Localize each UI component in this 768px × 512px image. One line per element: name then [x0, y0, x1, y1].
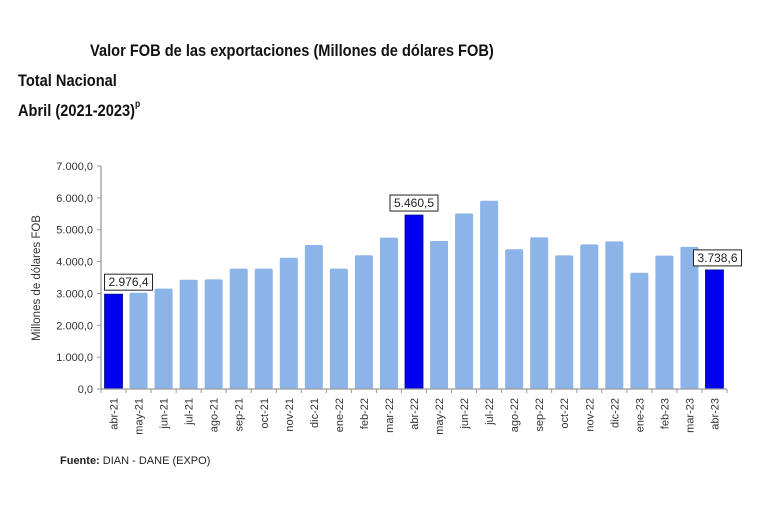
data-label-box [104, 273, 154, 291]
bar-feb-22 [354, 255, 373, 389]
data-label-abr-22: 5.460,5 [394, 196, 434, 210]
x-tick-label: sep-21 [234, 398, 246, 432]
bar-jun-21 [154, 288, 173, 389]
chart-subtitle-period: Abril (2021-2023)p [18, 99, 141, 121]
bar-oct-22 [555, 255, 574, 389]
x-tick-label: ene-23 [634, 398, 646, 432]
y-tick-label: 5.000,0 [56, 225, 93, 237]
bar-may-22 [430, 241, 449, 389]
bar-jul-21 [179, 279, 198, 389]
bar-abr-23 [705, 269, 724, 390]
bar-feb-23 [655, 255, 674, 389]
bar-ago-22 [505, 249, 524, 389]
bar-may-21 [129, 292, 148, 389]
y-tick-label: 1.000,0 [56, 352, 93, 364]
bar-sep-21 [229, 268, 248, 389]
bar-jul-22 [480, 200, 499, 389]
x-tick-label: may-21 [134, 398, 146, 435]
y-tick-label: 3.000,0 [56, 288, 93, 300]
x-tick-label: jun-22 [459, 398, 471, 430]
x-tick-label: jun-21 [159, 398, 171, 430]
bar-dic-21 [304, 245, 323, 389]
source-note: Fuente: DIAN - DANE (EXPO) [60, 455, 210, 467]
bar-dic-22 [605, 241, 624, 389]
chart-subtitle-region: Total Nacional [18, 71, 117, 90]
bar-oct-21 [254, 268, 273, 389]
bar-nov-21 [279, 257, 298, 389]
x-tick-label: abr-21 [109, 398, 121, 430]
x-tick-label: mar-22 [384, 398, 396, 433]
bar-abr-22 [404, 214, 424, 390]
data-labels: 2.976,4 5.460,5 3.738,6 [104, 194, 742, 291]
data-label-abr-23: 3.738,6 [697, 251, 737, 265]
x-tick-label: ago-22 [509, 398, 521, 432]
source-text: DIAN - DANE (EXPO) [99, 455, 211, 467]
preliminary-mark: p [135, 99, 141, 110]
x-tick-label: dic-22 [609, 398, 621, 428]
x-tick-label: oct-21 [259, 398, 271, 429]
x-tick-label: feb-23 [659, 398, 671, 429]
bar-ago-21 [204, 279, 223, 389]
x-tick-label: jul-21 [184, 398, 196, 426]
x-tick-label: abr-22 [409, 398, 421, 430]
y-axis: 0,0 1.000,0 2.000,0 3.000,0 4.000,0 5.000,0 6.… [56, 161, 102, 396]
bar-ene-22 [329, 268, 348, 389]
x-tick-label: oct-22 [559, 398, 571, 429]
y-tick-label: 0,0 [78, 384, 93, 396]
y-axis-title: Millones de dólares FOB [31, 215, 43, 341]
bar-nov-22 [580, 244, 599, 389]
x-tick-label: nov-22 [584, 398, 596, 432]
bar-abr-21 [104, 293, 123, 390]
chart-title: Valor FOB de las exportaciones (Millones… [90, 41, 494, 60]
bar-ene-23 [630, 272, 649, 389]
source-label: Fuente: [60, 455, 100, 467]
data-label-box [389, 194, 439, 212]
bar-mar-23 [680, 246, 699, 389]
data-label-box [692, 249, 742, 267]
x-tick-label: ene-22 [334, 398, 346, 432]
bar-jun-22 [455, 213, 474, 389]
bars [104, 200, 724, 390]
y-tick-label: 7.000,0 [56, 161, 93, 173]
bar-sep-22 [530, 237, 549, 389]
x-tick-label: feb-22 [359, 398, 371, 429]
y-tick-label: 2.000,0 [56, 320, 93, 332]
period-text: Abril (2021-2023) [18, 101, 136, 120]
x-axis: abr-21 may-21 jun-21 jul-21 ago-21 sep-21 oct-… [100, 388, 728, 435]
data-label-abr-21: 2.976,4 [108, 275, 148, 289]
x-tick-label: nov-21 [284, 398, 296, 432]
y-tick-label: 6.000,0 [56, 193, 93, 205]
x-tick-label: jul-22 [484, 398, 496, 426]
x-tick-label: dic-21 [309, 398, 321, 428]
x-tick-label: ago-21 [209, 398, 221, 432]
y-tick-label: 4.000,0 [56, 257, 93, 269]
x-tick-label: may-22 [434, 398, 446, 435]
bar-mar-22 [379, 237, 398, 389]
x-tick-label: sep-22 [534, 398, 546, 432]
x-tick-label: abr-23 [709, 398, 721, 430]
x-tick-label: mar-23 [684, 398, 696, 433]
